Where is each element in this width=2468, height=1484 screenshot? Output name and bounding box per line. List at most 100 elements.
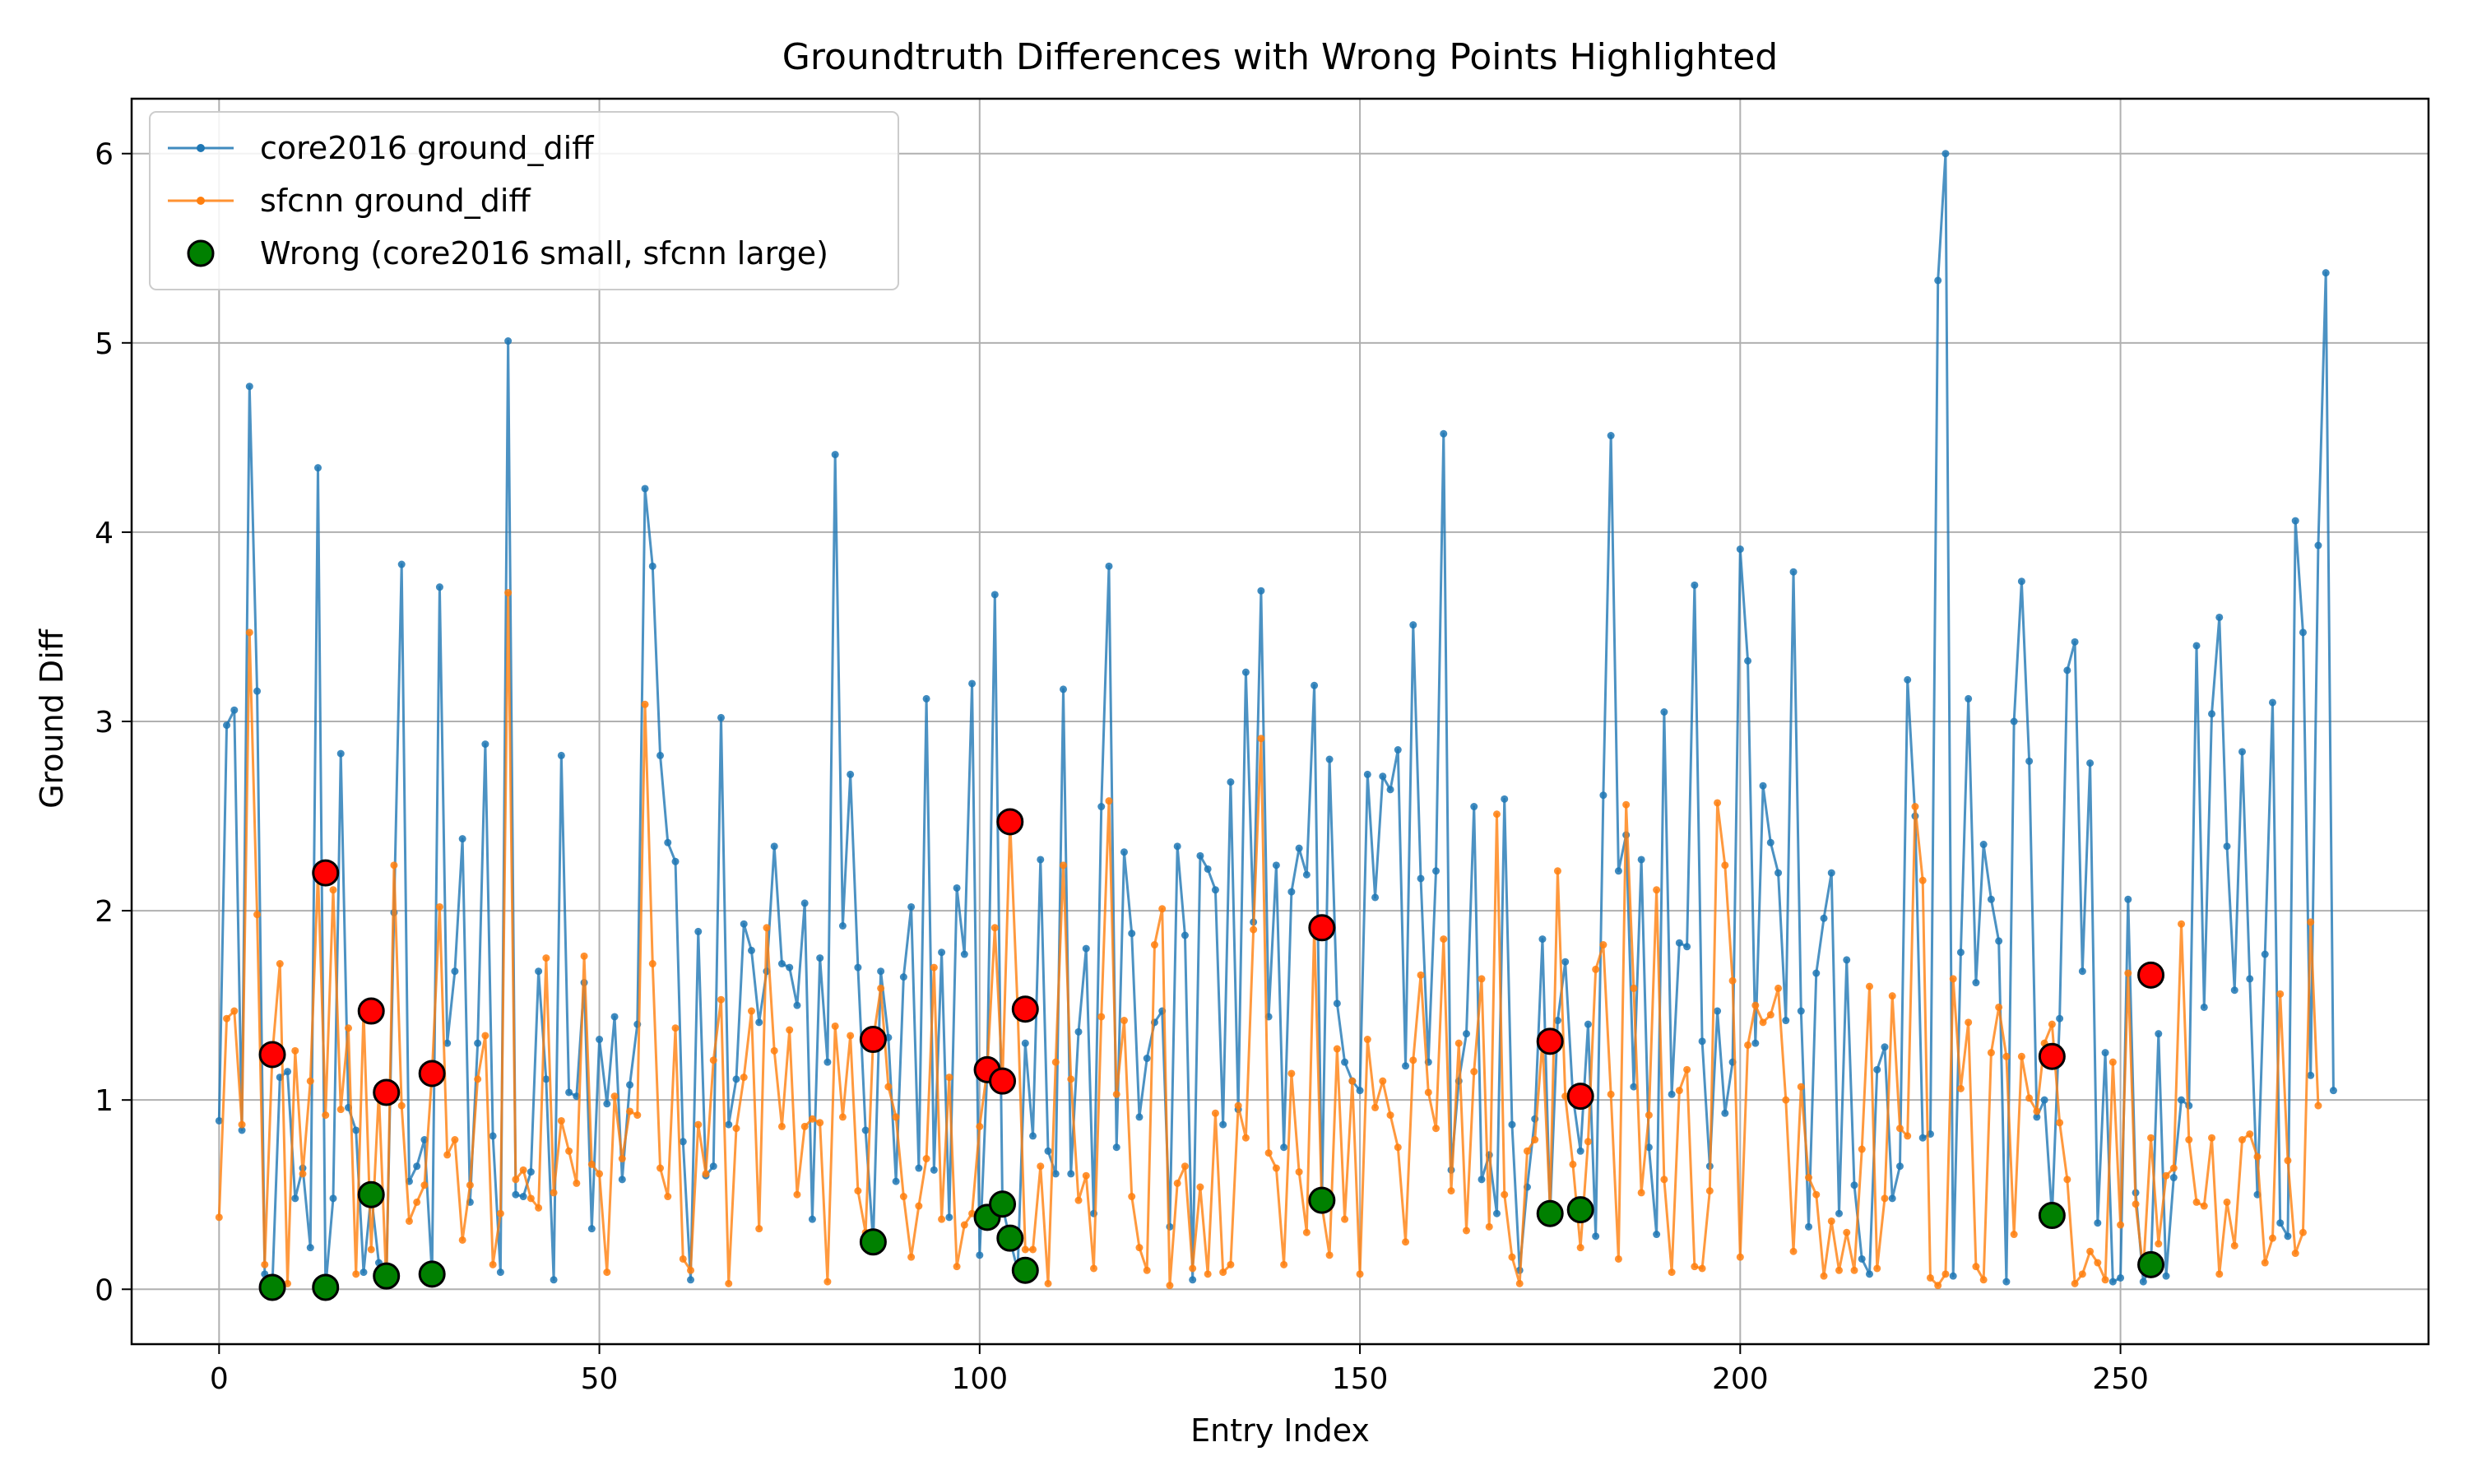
y-tick-label: 4 — [95, 517, 114, 550]
series-point — [2284, 1157, 2292, 1165]
series-point — [1356, 1087, 1364, 1095]
series-point — [877, 984, 885, 992]
series-point — [2010, 1231, 2018, 1239]
series-point — [1219, 1120, 1227, 1129]
series-point — [1918, 876, 1927, 884]
series-point — [1432, 1125, 1440, 1133]
series-point — [451, 1136, 459, 1144]
series-point — [1234, 1101, 1242, 1110]
series-point — [1257, 587, 1265, 595]
series-point — [1196, 1183, 1204, 1191]
series-point — [854, 1187, 862, 1195]
series-point — [2322, 269, 2330, 277]
y-tick-label: 6 — [95, 138, 114, 172]
series-point — [1995, 1003, 2003, 1011]
series-point — [1189, 1264, 1197, 1273]
series-point — [838, 1113, 847, 1121]
series-point — [245, 383, 253, 391]
series-point — [1797, 1083, 1805, 1091]
series-point — [1949, 1272, 1957, 1280]
series-point — [458, 835, 466, 843]
series-point — [215, 1213, 223, 1222]
series-point — [1926, 1273, 1934, 1282]
series-point — [1485, 1222, 1493, 1231]
series-point — [1417, 971, 1425, 979]
series-point — [656, 751, 665, 759]
series-point — [1782, 1017, 1790, 1025]
series-point — [2033, 1113, 2041, 1121]
series-point — [2246, 1130, 2254, 1139]
series-point — [1440, 935, 1448, 944]
series-point — [2010, 717, 2018, 726]
highlight-marker — [1308, 1186, 1336, 1214]
x-tick-label: 100 — [951, 1362, 1008, 1396]
series-point — [2025, 1094, 2034, 1102]
series-point — [1060, 861, 1068, 870]
series-point — [847, 1032, 855, 1040]
series-point — [1379, 772, 1387, 781]
series-point — [1135, 1113, 1144, 1121]
series-point — [2178, 920, 2186, 928]
x-tick-label: 50 — [581, 1362, 619, 1396]
series-point — [1394, 1143, 1402, 1152]
series-point — [777, 1122, 786, 1130]
series-point — [1576, 1244, 1584, 1252]
y-tick-label: 1 — [95, 1084, 114, 1118]
series-point — [2155, 1240, 2163, 1248]
series-point — [1241, 1134, 1250, 1142]
series-point — [930, 1166, 938, 1174]
series-point — [230, 1007, 239, 1015]
series-point — [1492, 1209, 1501, 1217]
series-point — [968, 679, 977, 688]
series-point — [1736, 1253, 1744, 1261]
series-point — [1379, 1077, 1387, 1085]
series-point — [329, 886, 337, 894]
highlight-marker — [989, 1067, 1017, 1095]
series-point — [512, 1190, 520, 1199]
series-point — [1120, 1017, 1128, 1025]
series-point — [1538, 935, 1547, 944]
highlight-marker — [312, 859, 340, 887]
series-point — [1120, 848, 1128, 856]
series-point — [2185, 1136, 2193, 1144]
series-point — [694, 927, 703, 935]
series-point — [2192, 1198, 2201, 1206]
series-point — [435, 902, 443, 911]
series-point — [1592, 965, 1600, 973]
series-point — [1827, 869, 1835, 877]
series-point — [1394, 746, 1402, 754]
series-point — [1751, 1001, 1760, 1009]
series-point — [892, 1177, 900, 1185]
series-point — [1843, 1228, 1851, 1236]
series-point — [899, 1193, 907, 1201]
series-point — [397, 560, 406, 568]
series-point — [1714, 799, 1722, 807]
series-point — [1843, 956, 1851, 964]
series-point — [458, 1236, 466, 1244]
series-point — [2208, 710, 2216, 718]
series-point — [1356, 1270, 1364, 1278]
highlight-marker — [989, 1190, 1017, 1218]
legend-swatch-point — [197, 144, 205, 152]
series-point — [2086, 1247, 2095, 1255]
series-point — [1181, 931, 1189, 939]
series-point — [1523, 1147, 1531, 1155]
highlight-marker — [859, 1026, 887, 1054]
series-point — [1501, 1190, 1509, 1199]
series-point — [1158, 905, 1167, 913]
y-axis-label: Ground Diff — [34, 628, 70, 809]
series-point — [641, 700, 649, 708]
series-point — [2230, 1241, 2238, 1250]
series-point — [238, 1126, 246, 1134]
series-point — [1972, 979, 1980, 987]
series-point — [1447, 1187, 1455, 1195]
series-point — [990, 924, 999, 932]
series-point — [1949, 975, 1957, 983]
series-point — [2117, 1273, 2125, 1282]
series-point — [2238, 1136, 2246, 1144]
series-point — [2200, 1202, 2208, 1210]
series-point — [838, 921, 847, 930]
series-point — [2124, 895, 2132, 903]
highlight-marker — [373, 1078, 401, 1106]
series-point — [2162, 1272, 2170, 1280]
